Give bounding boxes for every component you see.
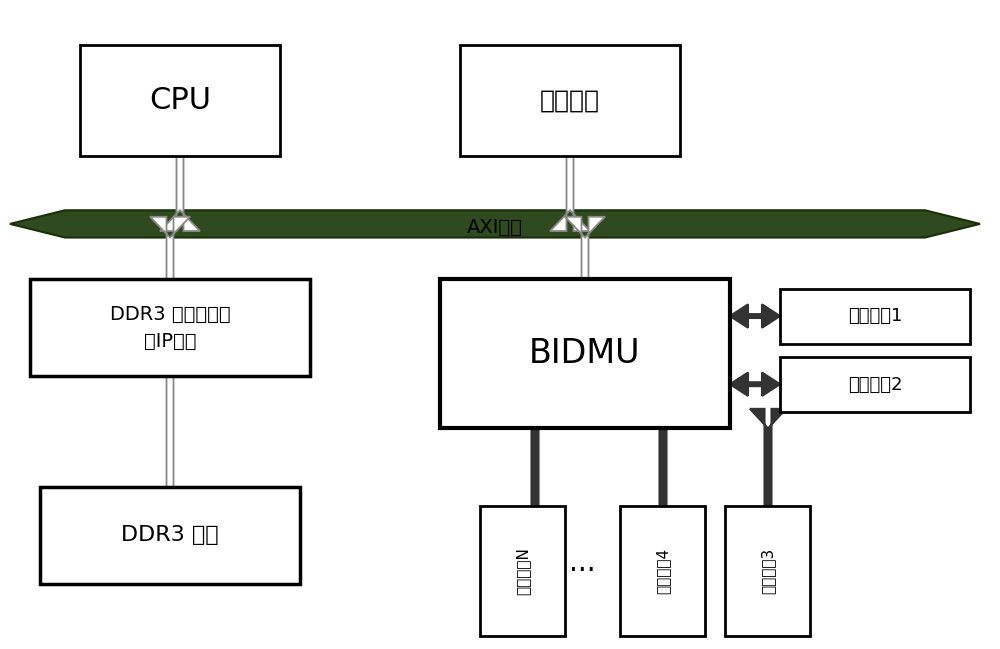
Text: AXI总线: AXI总线 [467, 217, 523, 237]
Polygon shape [730, 304, 780, 328]
Bar [40, 487, 300, 584]
Polygon shape [150, 356, 190, 508]
Text: CPU: CPU [149, 86, 211, 115]
Bar [725, 506, 810, 636]
Polygon shape [150, 217, 190, 300]
Bar [30, 279, 310, 376]
Polygon shape [565, 217, 605, 300]
Text: BIDMU: BIDMU [529, 337, 641, 370]
Polygon shape [160, 135, 200, 231]
Polygon shape [517, 409, 553, 526]
Polygon shape [750, 409, 786, 526]
Bar [80, 45, 280, 156]
Text: DDR3 颗粒: DDR3 颗粒 [121, 526, 219, 545]
Text: ···: ··· [569, 557, 595, 585]
Bar [440, 279, 730, 428]
Text: 外部模块N: 外部模块N [515, 547, 530, 595]
Bar [480, 506, 565, 636]
Text: 外部模块1: 外部模块1 [848, 308, 902, 325]
Polygon shape [10, 210, 980, 238]
Polygon shape [730, 373, 780, 396]
Polygon shape [645, 409, 681, 526]
Text: 外部模块2: 外部模块2 [848, 376, 902, 393]
Bar [780, 289, 970, 344]
Polygon shape [550, 135, 590, 231]
Bar [460, 45, 680, 156]
Bar [780, 357, 970, 412]
Text: DDR3 读写控制器
（IP核）: DDR3 读写控制器 （IP核） [110, 305, 230, 350]
Text: 外部模块4: 外部模块4 [655, 548, 670, 594]
Text: 其他模块: 其他模块 [540, 89, 600, 112]
Bar [620, 506, 705, 636]
Text: 外部模块3: 外部模块3 [760, 548, 775, 594]
